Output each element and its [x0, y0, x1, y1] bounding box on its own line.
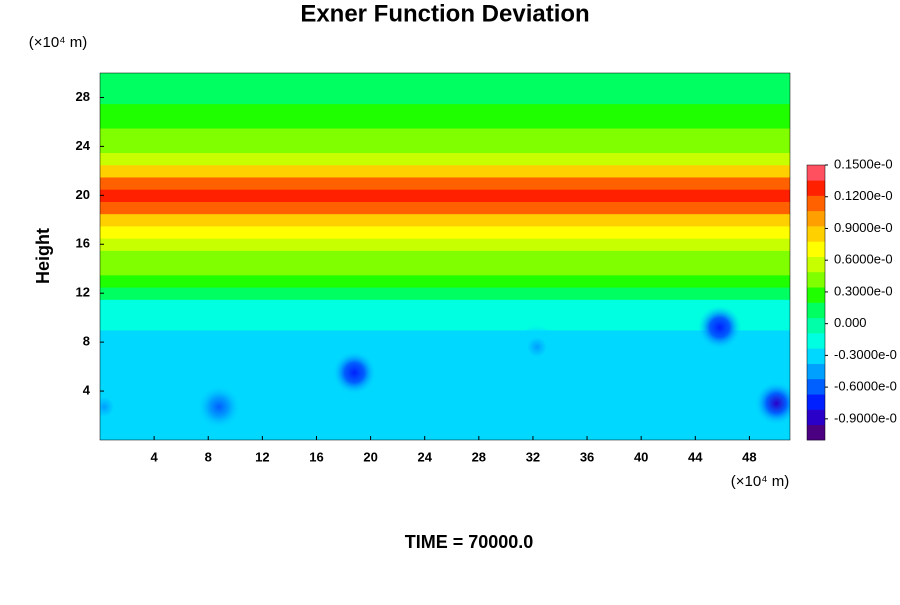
colorbar-swatch	[807, 333, 825, 349]
field-band	[100, 213, 790, 227]
colorbar-swatch	[807, 195, 825, 212]
colorbar-swatch	[807, 302, 825, 319]
colorbar-label: -0.3000e-0	[834, 347, 897, 362]
field-band	[100, 140, 790, 154]
field-band	[100, 274, 790, 288]
colorbar-swatch	[807, 241, 825, 257]
colorbar-label: 0.1200e-0	[834, 188, 893, 203]
plot-frame	[99, 72, 791, 441]
colorbar-frame	[806, 164, 826, 441]
x-tick-label: 28	[472, 449, 486, 464]
field-minimum	[332, 350, 377, 395]
field-minimum	[197, 384, 242, 429]
x-tick-label: 32	[526, 449, 540, 464]
colorbar-swatch	[807, 348, 825, 364]
x-tick-label: 36	[580, 449, 594, 464]
field-band	[100, 128, 790, 141]
colorbar-label: 0.3000e-0	[834, 283, 893, 298]
colorbar-swatch	[807, 378, 825, 395]
x-tick-label: 44	[688, 449, 703, 464]
x-tick-label: 8	[205, 449, 212, 464]
x-tick-label: 48	[742, 449, 756, 464]
colorbar-swatch	[807, 271, 825, 288]
x-tick-label: 24	[417, 449, 432, 464]
x-tick-label: 4	[151, 449, 159, 464]
x-tick-label: 16	[309, 449, 323, 464]
field-band	[100, 311, 790, 331]
colorbar-label: 0.9000e-0	[834, 220, 893, 235]
x-tick-label: 12	[255, 449, 269, 464]
x-tick-label: 40	[634, 449, 648, 464]
y-unit: (×10⁴ m)	[29, 34, 88, 51]
y-tick-label: 4	[83, 383, 91, 398]
field-minimum	[100, 384, 127, 429]
field-band	[100, 73, 790, 86]
field-minimum	[515, 325, 559, 370]
colorbar-swatch	[807, 317, 825, 334]
colorbar-label: -0.6000e-0	[834, 379, 897, 394]
colorbar-swatch	[807, 256, 825, 273]
field-band	[100, 250, 790, 264]
field-band	[100, 225, 790, 239]
x-unit: (×10⁴ m)	[731, 473, 790, 490]
colorbar-swatch	[807, 363, 825, 380]
colorbar-label: -0.9000e-0	[834, 410, 897, 425]
field-band	[100, 189, 790, 202]
field-minimum	[697, 305, 742, 350]
colorbar-label: 0.6000e-0	[834, 252, 893, 267]
colorbar-swatch	[807, 409, 825, 426]
field-band	[100, 427, 790, 440]
field-band	[100, 287, 790, 300]
field-band	[100, 164, 790, 178]
field-band	[100, 354, 790, 380]
field-band	[100, 238, 790, 251]
field-band	[100, 152, 790, 166]
y-tick-label: 8	[83, 334, 90, 349]
colorbar-label: 0.000	[834, 315, 867, 330]
field-band	[100, 176, 790, 190]
field-band	[100, 299, 790, 313]
colorbar-swatch	[807, 424, 825, 441]
field-band	[100, 329, 790, 355]
y-tick-label: 28	[76, 89, 90, 104]
y-axis-label: Height	[33, 228, 53, 284]
y-tick-label: 24	[76, 138, 91, 153]
field-band	[100, 85, 790, 105]
time-label: TIME = 70000.0	[405, 532, 534, 552]
field-band	[100, 115, 790, 129]
colorbar-label: 0.1500e-0	[834, 156, 893, 171]
colorbar-swatch	[807, 210, 825, 227]
colorbar-swatch	[807, 394, 825, 410]
x-tick-label: 20	[363, 449, 377, 464]
field-band	[100, 103, 790, 117]
y-tick-label: 12	[76, 285, 90, 300]
chart-title: Exner Function Deviation	[300, 0, 589, 27]
field-minimum	[754, 381, 790, 426]
field-band	[100, 262, 790, 276]
y-tick-label: 16	[76, 236, 90, 251]
colorbar-swatch	[807, 165, 825, 181]
colorbar-swatch	[807, 287, 825, 303]
y-tick-label: 20	[76, 187, 90, 202]
field-band	[100, 201, 790, 215]
plot-area	[100, 73, 790, 440]
colorbar-swatch	[807, 180, 825, 196]
colorbar-swatch	[807, 226, 825, 242]
